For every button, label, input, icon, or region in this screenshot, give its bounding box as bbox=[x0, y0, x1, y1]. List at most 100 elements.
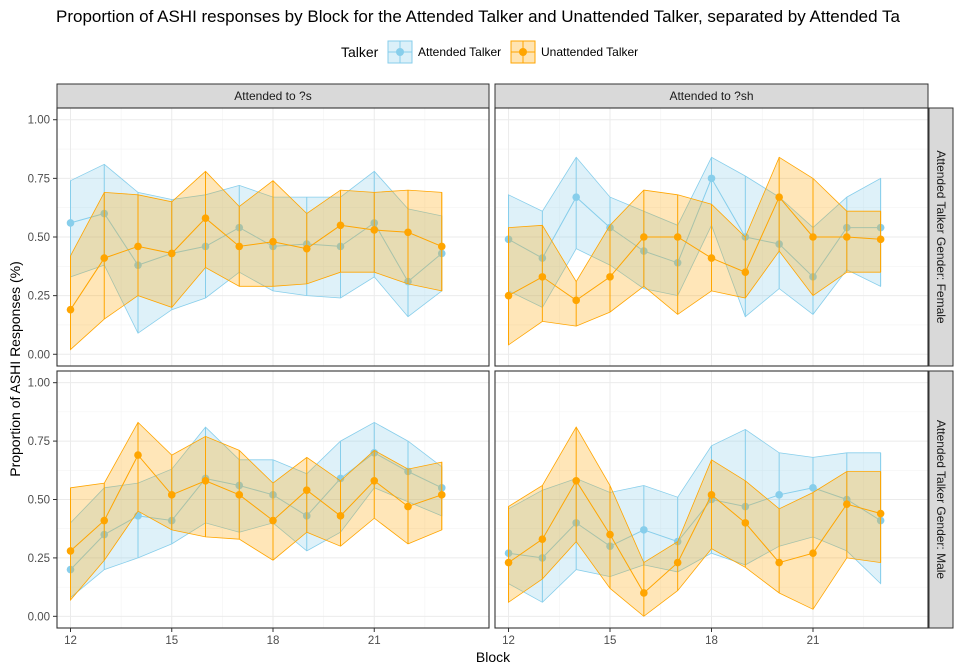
data-point bbox=[370, 477, 379, 485]
data-point bbox=[201, 477, 210, 485]
data-point bbox=[775, 491, 783, 499]
data-point bbox=[809, 549, 817, 558]
data-point bbox=[167, 249, 176, 258]
data-point bbox=[707, 174, 716, 183]
data-point bbox=[876, 509, 885, 518]
data-point bbox=[134, 451, 142, 459]
data-point bbox=[640, 233, 648, 241]
y-axis-title: Proportion of ASHI Responses (%) bbox=[7, 261, 23, 477]
data-point bbox=[538, 535, 547, 544]
data-point bbox=[370, 226, 379, 234]
series-unattended-panel-3 bbox=[504, 426, 885, 617]
row-strip-label-1: Attended Talker Gender: Male bbox=[934, 420, 948, 580]
data-point bbox=[640, 526, 648, 534]
column-strip-label-0: Attended to ?s bbox=[234, 89, 311, 103]
data-point bbox=[269, 237, 277, 246]
x-tick-label: 18 bbox=[705, 635, 718, 647]
data-point bbox=[66, 305, 75, 314]
data-point bbox=[572, 193, 580, 201]
series-line bbox=[508, 177, 881, 278]
data-point bbox=[336, 512, 345, 520]
series-unattended-panel-1 bbox=[504, 156, 885, 346]
data-point bbox=[572, 477, 580, 485]
x-tick-label: 12 bbox=[64, 635, 77, 647]
data-point bbox=[538, 273, 547, 281]
y-tick-label: 1.00 bbox=[28, 378, 50, 390]
data-point bbox=[235, 242, 244, 251]
data-point bbox=[437, 242, 446, 251]
series-line bbox=[508, 196, 881, 301]
series-line bbox=[70, 217, 442, 310]
data-point bbox=[775, 558, 783, 567]
column-strip-0 bbox=[56, 83, 490, 109]
data-point bbox=[606, 273, 614, 281]
data-point bbox=[336, 474, 345, 483]
data-point bbox=[606, 530, 614, 539]
series-unattended-panel-0 bbox=[66, 170, 446, 351]
y-tick-label: 0.75 bbox=[28, 436, 50, 448]
data-point bbox=[134, 242, 142, 251]
data-point bbox=[673, 558, 682, 567]
data-point bbox=[336, 221, 345, 230]
legend-key-unattended-point bbox=[519, 48, 527, 56]
series-line bbox=[508, 487, 881, 559]
data-point bbox=[66, 547, 75, 555]
panel-0: 0.00 0.25 0.50 0.75 1.00 bbox=[28, 107, 490, 367]
data-point bbox=[741, 519, 750, 527]
data-point bbox=[504, 558, 513, 567]
panel-border bbox=[494, 107, 929, 367]
data-point bbox=[673, 233, 682, 241]
data-point bbox=[100, 516, 109, 525]
legend-key-attended-point bbox=[396, 48, 404, 56]
chart-title: Proportion of ASHI responses by Block fo… bbox=[56, 7, 900, 26]
series-line bbox=[508, 479, 881, 594]
y-tick-label: 0.50 bbox=[28, 232, 50, 244]
column-strip-label-1: Attended to ?sh bbox=[669, 89, 753, 103]
data-point bbox=[843, 233, 851, 241]
data-point bbox=[707, 491, 716, 499]
x-tick-label: 18 bbox=[267, 635, 280, 647]
x-axis-title: Block bbox=[476, 649, 511, 665]
series-unattended-panel-2 bbox=[66, 421, 446, 602]
data-point bbox=[707, 254, 716, 262]
data-point bbox=[167, 491, 176, 499]
panel-1 bbox=[494, 107, 929, 367]
data-point bbox=[201, 214, 210, 223]
row-strip-label-0: Attended Talker Gender: Female bbox=[934, 150, 948, 324]
legend-label-attended: Attended Talker bbox=[418, 45, 501, 59]
legend-title: Talker bbox=[341, 44, 379, 60]
data-point bbox=[404, 502, 412, 511]
data-point bbox=[843, 500, 851, 508]
panel-2: 0.00 0.25 0.50 0.75 1.00 12 15 18 21 bbox=[28, 370, 490, 647]
data-point bbox=[775, 193, 783, 201]
data-point bbox=[572, 296, 580, 305]
data-point bbox=[269, 516, 277, 525]
legend-label-unattended: Unattended Talker bbox=[541, 45, 638, 59]
data-point bbox=[504, 291, 513, 300]
series-line bbox=[70, 212, 443, 283]
x-tick-label: 15 bbox=[165, 635, 178, 647]
data-point bbox=[302, 244, 311, 253]
facet-panels: Attended to ?s Attended to ?sh Attended Ta… bbox=[28, 83, 954, 647]
y-tick-label: 0.75 bbox=[28, 173, 50, 185]
data-point bbox=[741, 268, 750, 276]
data-point bbox=[640, 589, 648, 597]
y-tick-label: 0.25 bbox=[28, 291, 50, 303]
y-tick-label: 1.00 bbox=[28, 115, 50, 127]
x-tick-label: 12 bbox=[502, 635, 515, 647]
data-point bbox=[404, 228, 412, 237]
series-line bbox=[70, 454, 442, 552]
x-tick-label: 15 bbox=[604, 635, 617, 647]
legend-key-attended bbox=[387, 40, 413, 64]
y-tick-label: 0.25 bbox=[28, 553, 50, 565]
data-point bbox=[235, 491, 244, 499]
row-strip-1 bbox=[928, 370, 954, 629]
data-point bbox=[302, 486, 311, 494]
data-point bbox=[876, 235, 885, 244]
data-point bbox=[809, 233, 817, 241]
legend: Talker Attended Talker Unattended Talker bbox=[341, 40, 638, 64]
data-point bbox=[437, 491, 446, 499]
data-point bbox=[100, 254, 109, 262]
legend-key-unattended bbox=[510, 40, 536, 64]
